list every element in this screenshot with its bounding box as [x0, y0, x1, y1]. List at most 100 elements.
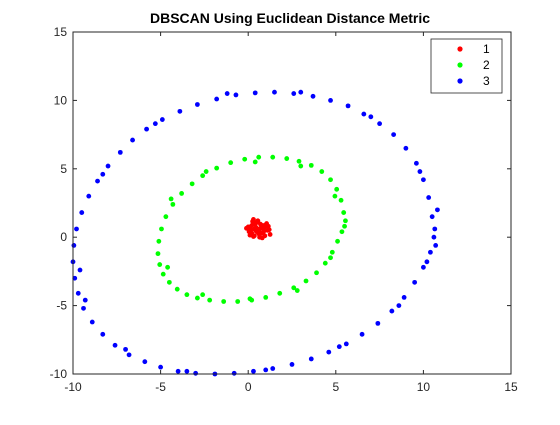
legend-marker-series-3: [457, 78, 463, 84]
data-point-series-2: [322, 260, 328, 266]
data-point-series-2: [159, 226, 164, 232]
data-point-series-3: [432, 226, 438, 232]
data-point-series-3: [421, 177, 426, 183]
plot-frame: [72, 31, 512, 375]
data-point-series-2: [298, 163, 304, 169]
data-point-series-3: [291, 91, 297, 96]
data-point-series-2: [339, 229, 345, 235]
data-point-series-2: [160, 271, 166, 277]
y-tick-label: 0: [60, 230, 67, 244]
data-point-series-3: [100, 331, 106, 337]
data-point-series-3: [377, 121, 382, 127]
data-point-series-3: [233, 92, 239, 98]
data-point-series-3: [298, 89, 304, 95]
data-point-series-2: [319, 169, 325, 174]
data-point-series-2: [314, 270, 319, 276]
data-point-series-3: [336, 344, 342, 350]
data-point-series-1: [264, 221, 269, 226]
data-point-series-2: [256, 154, 262, 160]
data-point-series-3: [71, 243, 77, 248]
data-point-series-3: [81, 305, 86, 311]
legend: 1 2 3: [430, 38, 503, 94]
data-point-series-3: [117, 149, 123, 155]
data-point-series-3: [177, 108, 183, 114]
data-point-series-1: [257, 234, 262, 240]
data-point-series-3: [82, 297, 88, 303]
data-point-series-3: [194, 102, 200, 107]
data-point-series-3: [435, 207, 440, 213]
data-point-series-2: [228, 160, 234, 166]
x-tick-label: -5: [155, 380, 166, 394]
data-point-series-3: [401, 294, 407, 300]
data-point-series-2: [207, 297, 213, 303]
data-point-series-3: [270, 366, 276, 371]
data-point-series-2: [296, 158, 302, 164]
data-point-series-2: [332, 193, 338, 199]
data-point-series-3: [328, 98, 333, 103]
data-point-series-3: [193, 370, 199, 376]
data-point-series-3: [289, 362, 295, 367]
data-point-series-3: [368, 114, 374, 120]
data-point-series-1: [259, 225, 265, 231]
data-point-series-3: [231, 370, 237, 376]
data-point-series-3: [159, 117, 165, 122]
data-point-series-3: [89, 319, 95, 325]
data-point-series-3: [417, 169, 423, 174]
data-point-series-3: [263, 367, 269, 373]
data-point-series-3: [421, 264, 426, 270]
data-point-series-2: [242, 156, 248, 162]
data-point-series-3: [252, 90, 258, 96]
data-point-series-2: [342, 223, 347, 229]
data-point-series-2: [338, 197, 344, 203]
legend-box: [430, 38, 503, 94]
data-point-series-3: [72, 275, 78, 281]
data-point-series-2: [221, 299, 227, 304]
data-point-series-3: [123, 346, 128, 352]
data-point-series-3: [310, 93, 316, 99]
data-point-series-1: [253, 228, 259, 234]
data-point-series-2: [263, 294, 269, 300]
data-point-series-1: [267, 232, 273, 237]
x-tick-label: 5: [332, 380, 339, 394]
data-point-series-3: [152, 121, 158, 127]
ticks-layer: -10 -5 0 5 10 15 -10 -5 0 5 10 15: [50, 25, 518, 394]
x-tick-label: 10: [417, 380, 431, 394]
data-point-series-3: [403, 145, 409, 151]
y-tick-label: -10: [50, 367, 68, 381]
data-point-series-3: [175, 368, 181, 374]
data-point-series-3: [428, 249, 433, 255]
data-point-series-3: [100, 171, 106, 177]
data-point-series-2: [308, 162, 314, 168]
data-point-series-3: [359, 331, 365, 337]
data-point-series-3: [77, 267, 83, 273]
data-point-series-2: [184, 292, 190, 298]
y-tick-label: 15: [54, 25, 68, 39]
data-point-series-2: [168, 196, 174, 202]
data-point-series-2: [247, 296, 253, 302]
data-point-series-1: [266, 227, 272, 233]
x-tick-label: 0: [245, 380, 252, 394]
legend-marker-series-2: [457, 62, 463, 68]
data-point-series-2: [335, 238, 340, 244]
data-point-series-2: [165, 264, 171, 270]
data-point-series-3: [412, 279, 418, 285]
data-point-series-1: [255, 219, 261, 225]
data-point-series-2: [277, 290, 283, 296]
points-layer: [70, 89, 440, 377]
data-point-series-3: [105, 163, 111, 169]
data-point-series-3: [126, 352, 132, 358]
data-point-series-2: [328, 177, 333, 183]
data-point-series-3: [214, 96, 220, 102]
data-point-series-3: [391, 132, 397, 138]
x-tick-label: 15: [504, 380, 518, 394]
data-point-series-3: [142, 359, 148, 365]
data-point-series-2: [163, 214, 169, 220]
data-point-series-3: [426, 195, 432, 200]
data-point-series-3: [361, 111, 367, 117]
data-point-series-3: [326, 349, 332, 355]
data-point-series-2: [200, 292, 206, 298]
data-point-series-3: [375, 320, 381, 326]
data-point-series-3: [433, 243, 439, 248]
data-point-series-3: [79, 210, 85, 215]
